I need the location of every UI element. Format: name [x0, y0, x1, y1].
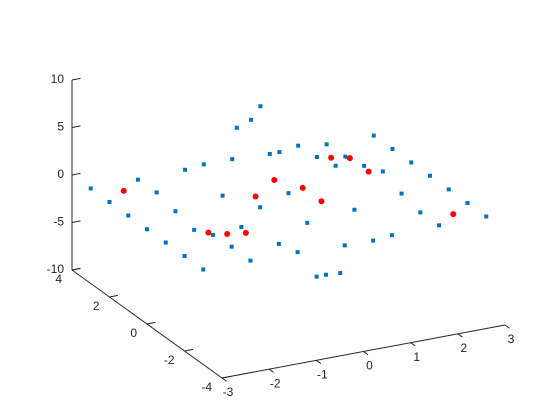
z-tick-label: -10 [47, 262, 65, 276]
point [163, 240, 168, 245]
z-tick [71, 267, 81, 271]
point [201, 267, 206, 272]
z-tick [71, 77, 81, 81]
point [248, 258, 253, 263]
y-tick-label: 2 [93, 299, 100, 313]
point [318, 198, 325, 205]
point [389, 233, 394, 238]
y-tick-label: 0 [130, 326, 137, 340]
x-tick-label: 3 [508, 332, 515, 346]
point [428, 173, 432, 178]
point [145, 227, 149, 232]
x-tick-label: 2 [460, 341, 467, 355]
point [314, 154, 319, 159]
point [399, 191, 404, 196]
x-tick-label: 0 [366, 359, 373, 373]
point [299, 184, 306, 191]
point [234, 125, 239, 130]
y-tick [109, 294, 119, 298]
point [390, 147, 395, 151]
point [371, 133, 376, 138]
point [296, 143, 301, 148]
point [182, 254, 187, 258]
point [183, 167, 188, 172]
point [258, 104, 263, 109]
point [258, 205, 263, 210]
x-tick [221, 377, 227, 382]
x-tick [504, 324, 510, 329]
z-tick-label: 10 [51, 72, 65, 86]
point [365, 168, 372, 175]
y-tick [184, 348, 194, 352]
point [450, 211, 457, 218]
point [465, 201, 470, 205]
z-tick [71, 172, 81, 176]
point [409, 160, 414, 165]
point [286, 191, 291, 196]
y-tick-label: -4 [201, 380, 212, 394]
point [343, 154, 348, 159]
x-tick-label: -1 [317, 368, 328, 382]
x-tick [363, 351, 369, 356]
z-tick-label: -5 [53, 215, 64, 229]
z-tick [71, 220, 81, 223]
point [346, 155, 353, 162]
point [338, 271, 343, 276]
point [295, 250, 300, 255]
point [229, 244, 234, 249]
x-tick [316, 359, 322, 364]
point [192, 227, 197, 232]
point [484, 214, 489, 219]
point [328, 154, 335, 161]
point [201, 162, 206, 167]
point [342, 243, 347, 248]
z-tick-label: 5 [57, 120, 64, 134]
point [371, 238, 376, 243]
y-tick-label: 4 [55, 272, 62, 286]
point [305, 220, 310, 225]
point [239, 225, 244, 230]
point [135, 177, 140, 182]
point [314, 274, 319, 279]
point [107, 200, 112, 204]
point [271, 176, 278, 183]
point [352, 207, 357, 212]
point [267, 151, 272, 156]
point [252, 193, 259, 200]
z-tick-label: 0 [57, 167, 64, 181]
point [362, 163, 367, 168]
point [210, 232, 215, 237]
z-tick [71, 125, 81, 128]
x-tick-label: 1 [413, 350, 420, 364]
point [333, 163, 338, 168]
x-tick-label: -2 [270, 376, 281, 390]
point [205, 229, 212, 236]
y-tick-label: -2 [164, 353, 175, 367]
point [324, 142, 329, 147]
point [277, 150, 282, 155]
x-tick [268, 368, 274, 373]
point [446, 187, 451, 192]
x-tick-label: -3 [223, 385, 234, 399]
x-tick [457, 333, 463, 338]
point [126, 213, 131, 218]
point [418, 210, 423, 215]
point [324, 272, 328, 277]
y-tick [221, 375, 231, 379]
point [173, 209, 178, 214]
point [242, 229, 249, 236]
point [230, 157, 235, 162]
point [437, 223, 442, 228]
point [88, 186, 93, 191]
point [120, 187, 127, 194]
y-tick [146, 321, 156, 325]
point [154, 190, 159, 195]
point [276, 241, 281, 246]
point [220, 193, 225, 198]
point [380, 169, 385, 174]
x-tick [410, 342, 416, 347]
point [224, 230, 231, 237]
point [249, 117, 253, 122]
